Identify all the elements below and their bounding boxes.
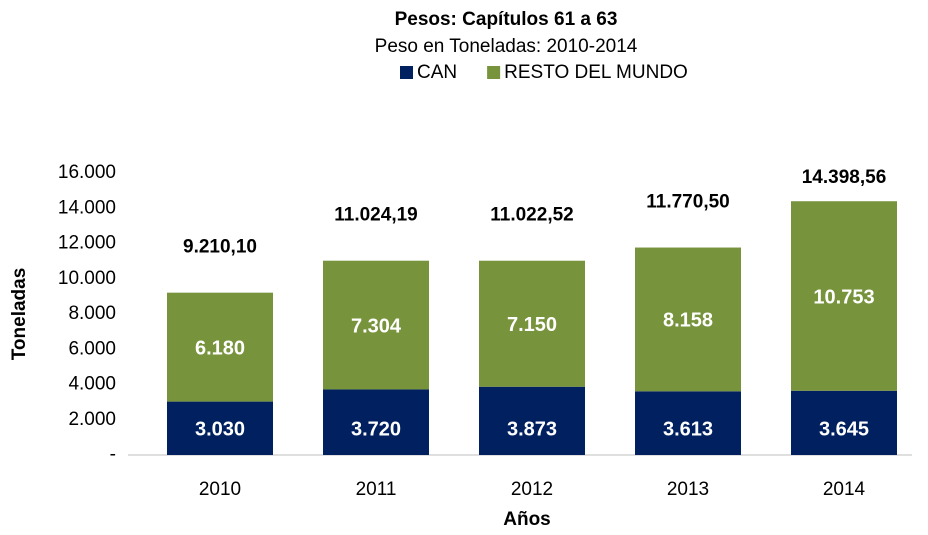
x-tick-label: 2014 [823,479,866,500]
y-tick-label: 2.000 [68,409,116,430]
y-tick-label: 8.000 [68,303,116,324]
total-label: 11.770,50 [646,192,729,213]
bar-segment [791,390,897,455]
y-tick-label: 14.000 [58,197,116,218]
y-tick-label: 6.000 [68,338,116,359]
total-label: 9.210,10 [183,237,257,258]
bar-value-label: 8.158 [663,310,713,332]
bar-value-label: 3.720 [351,418,401,440]
bar-segment [167,292,273,402]
bar-segment [791,201,897,391]
chart-title: Pesos: Capítulos 61 a 63 [395,9,618,30]
legend-label: CAN [417,62,457,83]
bar-segment [323,260,429,390]
x-axis-title: Años [503,509,551,530]
x-tick-label: 2011 [356,479,397,500]
legend-swatch [400,66,413,79]
bar-value-label: 3.873 [507,418,557,440]
x-tick-label: 2010 [199,479,241,500]
y-tick-label: 10.000 [58,268,116,289]
y-tick-label: - [110,444,116,465]
x-tick-label: 2013 [667,479,709,500]
legend-label: RESTO DEL MUNDO [504,62,688,83]
total-label: 14.398,56 [802,167,887,188]
bar-segment [167,401,273,455]
total-label: 11.024,19 [334,205,417,226]
y-tick-label: 12.000 [58,233,116,254]
bar-segment [635,247,741,392]
legend-swatch [487,66,501,79]
chart-subtitle: Peso en Toneladas: 2010-2014 [375,36,638,57]
bar-segment [479,386,585,455]
bar-value-label: 3.613 [663,418,713,440]
total-label: 11.022,52 [490,205,573,226]
x-tick-label: 2012 [511,479,553,500]
bar-value-label: 6.180 [195,337,245,359]
bar-segment [323,389,429,455]
bar-value-label: 3.030 [195,419,245,441]
y-tick-label: 16.000 [58,162,116,183]
bar-segment [479,260,585,387]
bar-value-label: 10.753 [813,286,874,308]
bar-value-label: 3.645 [819,418,869,440]
bar-value-label: 7.150 [507,314,557,336]
y-axis-title: Toneladas [9,268,30,361]
y-tick-label: 4.000 [68,374,116,395]
bar-segment [635,391,741,455]
bar-value-label: 7.304 [351,315,402,337]
